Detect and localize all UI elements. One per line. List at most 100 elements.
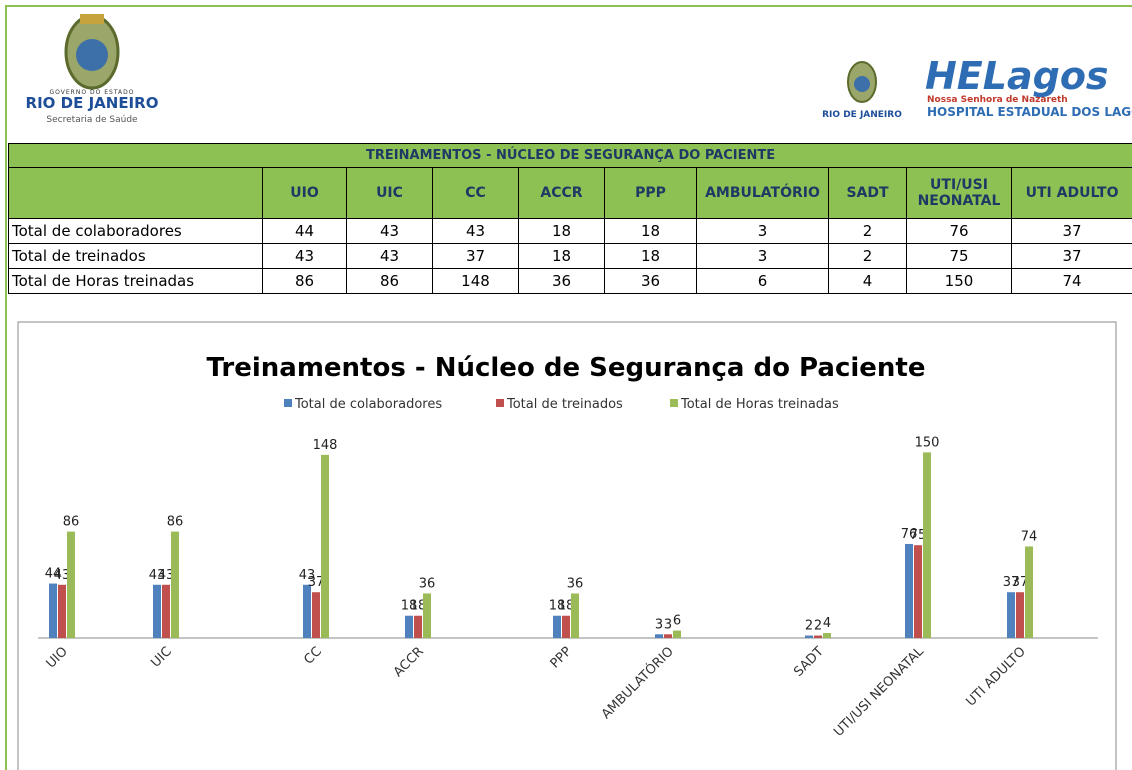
legend-swatch — [496, 399, 504, 407]
data-label: 2 — [814, 619, 822, 634]
cell: 37 — [1010, 243, 1132, 269]
cell: 36 — [604, 268, 697, 294]
logo-text: Nossa Senhora de Nazareth — [927, 95, 1068, 105]
logo-text: RIO DE JANEIRO — [822, 110, 902, 120]
bar — [655, 634, 663, 638]
bar — [1007, 592, 1015, 638]
table-row: Total de Horas treinadas 86 86 148 36 36 6 4 150… — [8, 268, 1132, 294]
bar — [303, 584, 311, 638]
bar — [321, 454, 329, 638]
cell: 43 — [346, 218, 433, 244]
data-label: 150 — [915, 435, 940, 450]
data-label: 36 — [567, 576, 584, 591]
data-label: 86 — [63, 515, 80, 530]
data-label: 43 — [158, 568, 175, 583]
bar — [1016, 592, 1024, 638]
header-cell: ACCR — [518, 167, 605, 219]
data-label: 36 — [419, 576, 436, 591]
header-cell: PPP — [604, 167, 697, 219]
bar — [49, 583, 57, 638]
page-frame — [5, 5, 1132, 770]
data-label: 43 — [299, 568, 316, 583]
bar — [823, 633, 831, 638]
legend-label: Total de colaboradores — [294, 397, 442, 412]
data-table: TREINAMENTOS - NÚCLEO DE SEGURANÇA DO PA… — [7, 143, 1132, 294]
bar — [414, 615, 422, 638]
chart-title: Treinamentos - Núcleo de Segurança do Pa… — [207, 353, 926, 383]
legend-swatch — [670, 399, 678, 407]
data-label: 43 — [54, 568, 71, 583]
logo-text: RIO DE JANEIRO — [26, 94, 159, 112]
bar — [153, 584, 161, 638]
data-label: 18 — [401, 599, 418, 614]
bar — [171, 531, 179, 638]
data-label: 86 — [167, 515, 184, 530]
bar — [814, 635, 822, 638]
bar — [423, 593, 431, 638]
header-cell: UTI/USI NEONATAL — [906, 167, 1012, 219]
header-cell: UTI ADULTO — [1010, 167, 1132, 219]
data-label: 37 — [1012, 575, 1029, 590]
legend-swatch — [284, 399, 292, 407]
bar — [923, 452, 931, 638]
brand: HELagos — [925, 54, 1109, 98]
header: GOVERNO DO ESTADO RIO DE JANEIRO Secreta… — [26, 14, 1132, 125]
header-cell: SADT — [828, 167, 907, 219]
data-label: 75 — [910, 528, 927, 543]
data-label: 18 — [558, 599, 575, 614]
data-label: 74 — [1021, 529, 1038, 544]
row-label: Total de colaboradores — [8, 218, 263, 244]
bar — [553, 615, 561, 638]
data-label: 37 — [308, 575, 325, 590]
bar — [914, 545, 922, 638]
data-label: 44 — [45, 567, 62, 582]
bar — [1025, 546, 1033, 638]
data-label: 43 — [149, 568, 166, 583]
row-label: Total de Horas treinadas — [8, 268, 263, 294]
cell: 74 — [1010, 268, 1132, 294]
legend-label: Total de treinados — [506, 397, 623, 412]
header-cell — [8, 167, 263, 219]
cell: 37 — [432, 243, 519, 269]
left-logo: GOVERNO DO ESTADO RIO DE JANEIRO Secreta… — [26, 14, 159, 125]
logo-text: HOSPITAL ESTADUAL DOS LAGOS — [927, 105, 1132, 119]
cell: 43 — [346, 243, 433, 269]
bar — [162, 584, 170, 638]
data-label: 4 — [823, 616, 831, 631]
cell: 6 — [696, 268, 829, 294]
data-label: 37 — [1003, 575, 1020, 590]
data-label: 2 — [805, 619, 813, 634]
bar — [805, 635, 813, 638]
bar — [571, 593, 579, 638]
header-cell: CC — [432, 167, 519, 219]
bar — [312, 592, 320, 638]
chart-frame — [17, 321, 1117, 770]
data-label: 148 — [313, 438, 338, 453]
data-label: 18 — [410, 599, 427, 614]
header-cell: AMBULATÓRIO — [696, 167, 829, 219]
bar — [405, 615, 413, 638]
cell: 43 — [262, 243, 347, 269]
bar — [673, 630, 681, 638]
data-label: 6 — [673, 614, 681, 629]
logo-text: GOVERNO DO ESTADO — [50, 89, 135, 96]
bar — [67, 531, 75, 638]
cell: 148 — [432, 268, 519, 294]
cell: 86 — [346, 268, 433, 294]
right-logo: RIO DE JANEIRO HELagos Nossa Senhora de … — [822, 54, 1132, 120]
data-label: 18 — [549, 599, 566, 614]
data-label: 3 — [664, 617, 672, 632]
data-label: 76 — [901, 527, 918, 542]
cell: 86 — [262, 268, 347, 294]
legend-label: Total de Horas treinadas — [680, 397, 839, 412]
cell: 2 — [828, 243, 907, 269]
logo-text: Secretaria de Saúde — [46, 115, 138, 125]
table-row: Total de colaboradores 44 43 43 18 18 3 2 76 37 — [8, 218, 1132, 244]
bar — [905, 543, 913, 638]
bar — [58, 584, 66, 638]
data-label: 3 — [655, 617, 663, 632]
bar — [664, 634, 672, 638]
cell: 43 — [432, 218, 519, 244]
